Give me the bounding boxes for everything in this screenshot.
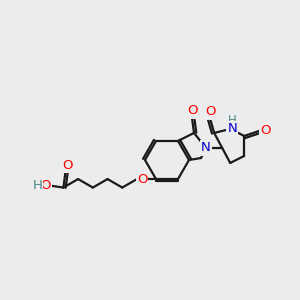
Text: O: O (187, 104, 197, 117)
Text: H: H (32, 179, 42, 192)
Text: N: N (227, 122, 237, 135)
Text: O: O (205, 105, 215, 119)
Text: H: H (228, 114, 237, 128)
Text: O: O (260, 124, 271, 137)
Text: N: N (201, 141, 211, 154)
Text: O: O (40, 179, 51, 192)
Text: O: O (137, 172, 147, 186)
Text: O: O (62, 159, 73, 172)
